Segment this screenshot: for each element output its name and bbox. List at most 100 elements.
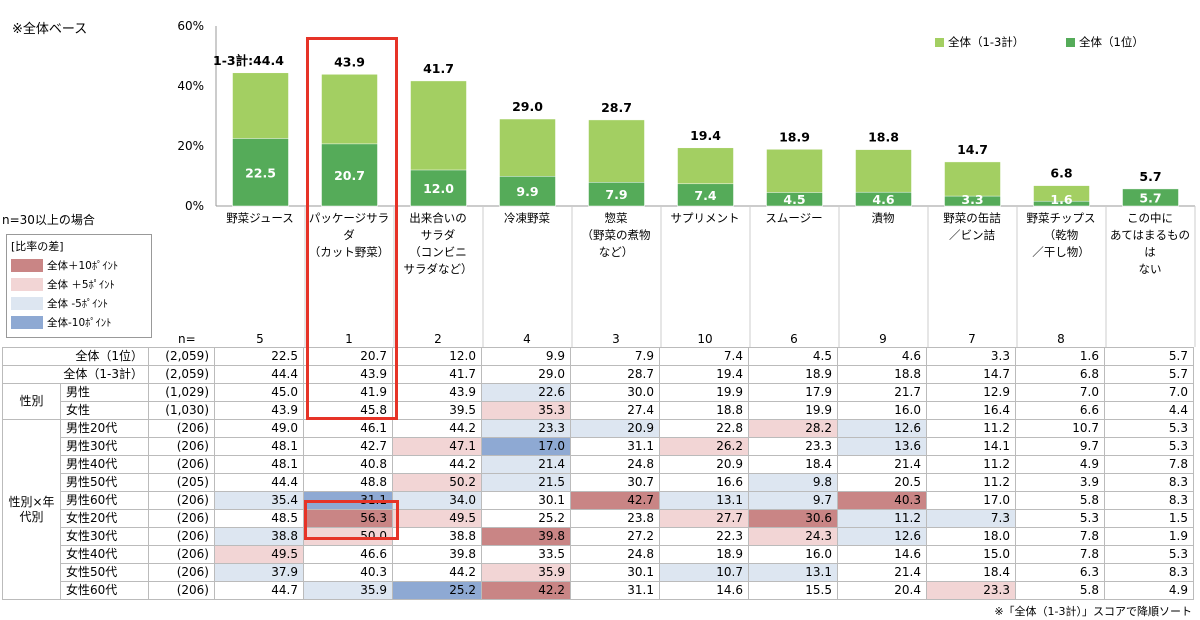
table-row: 男性30代 (206) 48.1 42.7 47.1 17.0 31.1 26.2 23.3 13… — [3, 437, 1194, 456]
chart-legend-item-first: 全体（1位） — [1066, 34, 1144, 50]
table-row: 全体（1-3計） (2,059) 44.4 43.9 41.7 29.0 28.7 19.4 1… — [2, 365, 1194, 384]
data-label-first: 5.7 — [1139, 190, 1161, 205]
table-cell: 5.3 — [1015, 509, 1105, 528]
table-cell: 1.6 — [1015, 347, 1105, 366]
legend-label-total: 全体（1-3計） — [948, 35, 1025, 49]
bar-first — [232, 138, 289, 207]
data-label-total: 1-3計:44.4 — [213, 53, 284, 68]
table-cell: 4.5 — [748, 347, 838, 366]
data-label-total: 41.7 — [423, 61, 454, 76]
table-row: 女性60代 (206) 44.7 35.9 25.2 42.2 31.1 14.6 15.5 20… — [3, 581, 1194, 600]
row-label: 男性50代 — [60, 473, 149, 492]
data-label-total: 14.7 — [957, 142, 988, 157]
category-label: 野菜ジュース — [226, 211, 294, 225]
bar-first — [1122, 188, 1179, 207]
table-cell: 11.2 — [926, 455, 1016, 474]
table-cell: 6.8 — [1015, 365, 1105, 384]
category-label: この中に あてはまるものは ない — [1109, 211, 1191, 276]
table-cell: 20.4 — [837, 581, 927, 600]
bar-first — [944, 195, 1001, 207]
table-cell: 11.2 — [837, 509, 927, 528]
data-label-total: 29.0 — [512, 99, 543, 114]
sample-size: (206) — [148, 563, 215, 582]
data-label-total: 43.9 — [334, 54, 365, 69]
table-cell: 4.6 — [837, 347, 927, 366]
table-cell: 29.0 — [481, 365, 571, 384]
row-label: 全体（1-3計） — [2, 365, 149, 384]
table-cell: 4.9 — [1104, 581, 1194, 600]
sample-size: (1,029) — [148, 383, 215, 402]
table-cell: 30.0 — [570, 383, 660, 402]
table-cell: 14.6 — [837, 545, 927, 564]
table-cell: 49.5 — [392, 509, 482, 528]
sample-size: (2,059) — [148, 365, 215, 384]
table-cell: 10.7 — [659, 563, 749, 582]
table-cell: 41.9 — [303, 383, 393, 402]
table-cell: 35.3 — [481, 401, 571, 420]
sample-size: (206) — [148, 509, 215, 528]
table-cell: 12.0 — [392, 347, 482, 366]
table-cell: 50.0 — [303, 527, 393, 546]
table-cell: 56.3 — [303, 509, 393, 528]
table-cell: 11.2 — [926, 419, 1016, 438]
table-cell: 43.9 — [392, 383, 482, 402]
table-cell: 35.9 — [303, 581, 393, 600]
row-label: 全体（1位） — [2, 347, 149, 366]
table-cell: 4.9 — [1015, 455, 1105, 474]
table-cell: 25.2 — [392, 581, 482, 600]
rank-label: 1 — [345, 332, 353, 346]
data-label-total: 18.8 — [868, 130, 899, 145]
table-cell: 18.9 — [659, 545, 749, 564]
table-cell: 30.1 — [481, 491, 571, 510]
row-label: 女性30代 — [60, 527, 149, 546]
table-cell: 9.8 — [748, 473, 838, 492]
table-cell: 13.1 — [659, 491, 749, 510]
table-cell: 46.6 — [303, 545, 393, 564]
y-tick-label: 60% — [177, 19, 204, 33]
table-cell: 3.9 — [1015, 473, 1105, 492]
table-cell: 40.8 — [303, 455, 393, 474]
table-cell: 25.2 — [481, 509, 571, 528]
table-cell: 21.7 — [837, 383, 927, 402]
row-group-label: 性別 — [2, 383, 61, 420]
row-label: 女性40代 — [60, 545, 149, 564]
rank-label: 2 — [434, 332, 442, 346]
table-cell: 42.7 — [303, 437, 393, 456]
table-cell: 33.5 — [481, 545, 571, 564]
table-cell: 27.7 — [659, 509, 749, 528]
table-row: 男性50代 (205) 44.4 48.8 50.2 21.5 30.7 16.6 9.8 20.… — [3, 473, 1194, 492]
table-cell: 45.8 — [303, 401, 393, 420]
table-cell: 7.4 — [659, 347, 749, 366]
table-cell: 38.8 — [214, 527, 304, 546]
table-cell: 48.1 — [214, 437, 304, 456]
table-cell: 16.6 — [659, 473, 749, 492]
sample-size: (2,059) — [148, 347, 215, 366]
category-label: 出来合いの サラダ （コンビニ サラダなど） — [403, 211, 473, 276]
table-cell: 14.1 — [926, 437, 1016, 456]
table-cell: 43.9 — [303, 365, 393, 384]
diff-legend-swatch — [11, 315, 43, 329]
table-cell: 5.7 — [1104, 365, 1194, 384]
data-label-first: 4.6 — [872, 192, 894, 207]
table-cell: 13.1 — [748, 563, 838, 582]
table-cell: 27.4 — [570, 401, 660, 420]
chart-legend-item-total: 全体（1-3計） — [935, 34, 1024, 50]
bar-first — [321, 143, 378, 207]
table-cell: 21.5 — [481, 473, 571, 492]
sample-size: (1,030) — [148, 401, 215, 420]
table-cell: 24.8 — [570, 455, 660, 474]
diff-legend: [比率の差] 全体＋10ﾎﾟｲﾝﾄ 全体 ＋5ﾎﾟｲﾝﾄ 全体 -5ﾎﾟｲﾝﾄ … — [6, 234, 152, 338]
table-cell: 42.7 — [570, 491, 660, 510]
table-cell: 7.8 — [1104, 455, 1194, 474]
table-row: 女性30代 (206) 38.8 50.0 38.8 39.8 27.2 22.3 24.3 12… — [3, 527, 1194, 546]
table-cell: 40.3 — [303, 563, 393, 582]
table-row: 女性 (1,030) 43.9 45.8 39.5 35.3 27.4 18.8 19.9 16.… — [3, 401, 1194, 420]
table-cell: 18.0 — [926, 527, 1016, 546]
table-cell: 8.3 — [1104, 473, 1194, 492]
table-row: 性別×年代別 男性20代 (206) 49.0 46.1 44.2 23.3 20.9 22.8… — [2, 419, 1194, 600]
diff-legend-item: 全体＋10ﾎﾟｲﾝﾄ — [11, 257, 118, 273]
category-label: 野菜の缶詰 ／ビン詰 — [943, 211, 1001, 242]
table-cell: 19.4 — [659, 365, 749, 384]
table-cell: 39.8 — [392, 545, 482, 564]
table-cell: 7.0 — [1104, 383, 1194, 402]
